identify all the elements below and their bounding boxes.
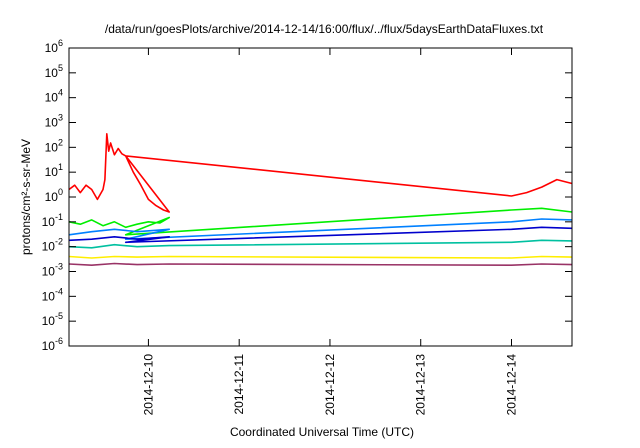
series-line-7 (68, 262, 573, 267)
series-line-2 (68, 207, 573, 236)
y-tick-label: 102 (45, 137, 63, 154)
y-tick-label: 10-2 (42, 237, 63, 254)
series-line-4 (68, 226, 573, 244)
x-tick-label: 2014-12-14 (504, 354, 518, 416)
y-tick-label: 10-3 (42, 262, 63, 279)
y-tick-label: 10-4 (42, 286, 63, 303)
y-axis-label: protons/cm²-s-sr-MeV (19, 139, 33, 255)
y-axis: 10-6 10-5 10-4 10-3 10-2 10-1 100 101 102 103 104 1… (42, 38, 572, 353)
series-line-6 (68, 255, 573, 259)
series-group (68, 133, 573, 267)
x-tick-label: 2014-12-10 (141, 354, 155, 416)
y-tick-label: 101 (45, 162, 63, 179)
plot-frame (68, 47, 573, 347)
series-line-3 (68, 218, 573, 240)
series-line-5 (68, 239, 573, 249)
series-line-1 (68, 133, 573, 213)
x-axis: 2014-12-10 2014-12-11 2014-12-12 2014-12-13… (141, 48, 518, 415)
x-tick-label: 2014-12-11 (232, 354, 246, 415)
y-tick-label: 100 (45, 187, 63, 204)
x-axis-label: Coordinated Universal Time (UTC) (230, 425, 414, 439)
y-tick-label: 10-5 (42, 311, 63, 328)
y-tick-label: 10-6 (42, 336, 63, 353)
y-tick-label: 105 (45, 63, 63, 80)
y-tick-label: 10-1 (42, 212, 63, 229)
y-tick-label: 104 (45, 88, 63, 105)
y-tick-label: 106 (45, 38, 63, 55)
x-tick-label: 2014-12-13 (414, 354, 428, 416)
chart-title: /data/run/goesPlots/archive/2014-12-14/1… (105, 22, 544, 36)
x-tick-label: 2014-12-12 (323, 354, 337, 416)
y-tick-label: 103 (45, 113, 63, 130)
